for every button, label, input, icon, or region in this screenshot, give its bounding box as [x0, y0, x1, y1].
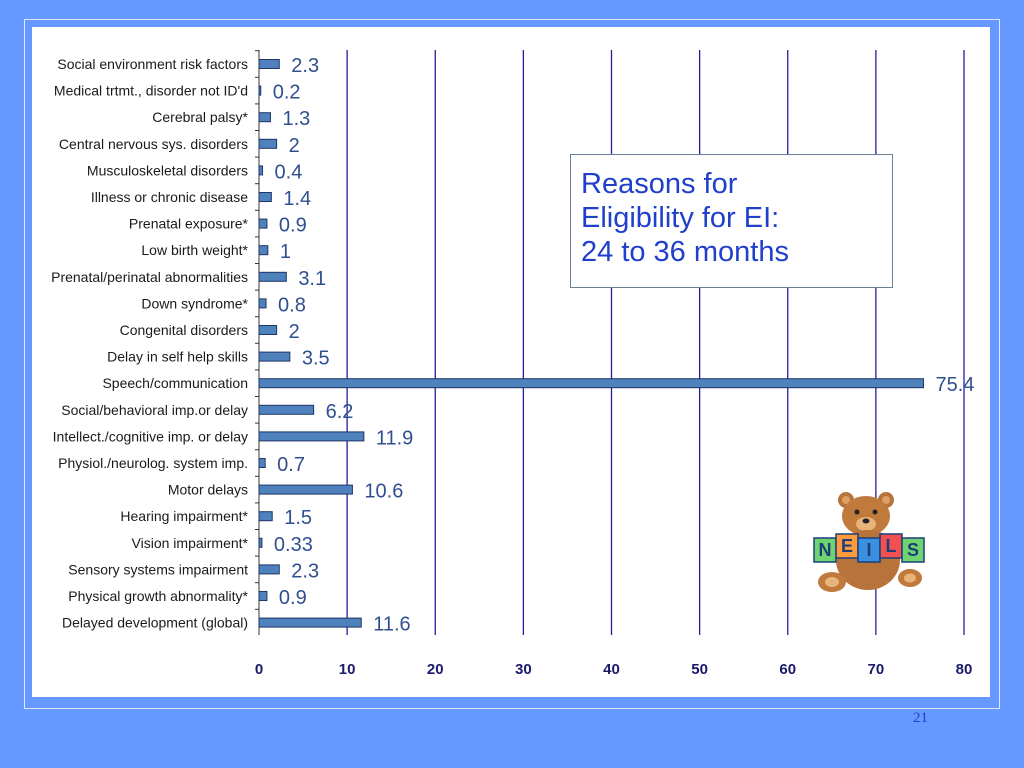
x-tick-label-80: 80 — [956, 661, 973, 678]
teddy-bear-logo-icon: N E I L S — [813, 492, 925, 592]
category-label-14: Social/behavioral imp.or delay — [61, 402, 248, 418]
svg-text:L: L — [886, 536, 897, 556]
bar-15 — [258, 431, 365, 442]
category-label-21: Physical growth abnormality* — [68, 588, 248, 604]
svg-text:S: S — [907, 540, 919, 560]
bar-21 — [258, 591, 268, 601]
bar-13 — [258, 378, 924, 389]
category-label-15: Intellect./cognitive imp. or delay — [53, 428, 248, 444]
bar-22 — [258, 617, 362, 628]
category-label-11: Congenital disorders — [120, 322, 248, 338]
neils-blocks-icon: N E I L S — [813, 533, 925, 563]
x-tick-label-10: 10 — [339, 661, 356, 678]
category-label-6: Illness or chronic disease — [91, 189, 248, 205]
bar-4 — [258, 138, 278, 149]
page-number: 21 — [913, 710, 928, 726]
category-label-17: Motor delays — [168, 482, 248, 498]
category-label-4: Central nervous sys. disorders — [59, 136, 248, 152]
value-label-11: 2 — [289, 321, 300, 343]
value-label-16: 0.7 — [277, 454, 305, 476]
x-tick-label-40: 40 — [603, 661, 620, 678]
category-label-16: Physiol./neurolog. system imp. — [58, 455, 248, 471]
bar-17 — [258, 484, 353, 495]
value-label-18: 1.5 — [284, 507, 312, 529]
svg-text:I: I — [866, 540, 871, 560]
category-label-7: Prenatal exposure* — [129, 216, 249, 232]
value-label-22: 11.6 — [373, 614, 410, 636]
x-tick-label-70: 70 — [868, 661, 885, 678]
value-label-9: 3.1 — [298, 268, 326, 290]
value-label-3: 1.3 — [282, 108, 310, 130]
category-label-2: Medical trtmt., disorder not ID'd — [54, 83, 248, 99]
category-label-18: Hearing impairment* — [120, 508, 248, 524]
bar-chart: Social environment risk factors 2.3 Medica… — [51, 50, 974, 678]
value-label-20: 2.3 — [291, 560, 319, 582]
x-tick-label-60: 60 — [779, 661, 796, 678]
bar-20 — [258, 564, 280, 575]
category-label-22: Delayed development (global) — [62, 615, 248, 631]
value-label-10: 0.8 — [278, 294, 306, 316]
value-label-14: 6.2 — [326, 401, 354, 423]
value-label-7: 0.9 — [279, 215, 307, 237]
category-label-13: Speech/communication — [102, 375, 248, 391]
bar-3 — [258, 112, 271, 123]
bar-11 — [258, 325, 278, 335]
bar-7 — [258, 218, 268, 229]
svg-text:N: N — [819, 540, 832, 560]
x-tick-label-30: 30 — [515, 661, 532, 678]
bar-1 — [258, 59, 280, 69]
value-label-5: 0.4 — [275, 161, 303, 183]
x-tick-label-50: 50 — [691, 661, 708, 678]
category-label-9: Prenatal/perinatal abnormalities — [51, 269, 248, 285]
bar-16 — [258, 458, 266, 468]
bar-10 — [258, 298, 267, 309]
category-label-1: Social environment risk factors — [57, 56, 248, 72]
bar-18 — [258, 511, 273, 522]
category-label-5: Musculoskeletal disorders — [87, 162, 248, 178]
chart-title-callout: Reasons for Eligibility for EI: 24 to 36… — [570, 154, 893, 288]
svg-text:E: E — [841, 536, 853, 556]
category-label-12: Delay in self help skills — [107, 349, 248, 365]
callout-line-1: Reasons for — [581, 168, 738, 200]
bar-9 — [258, 271, 287, 282]
slide-frame — [24, 19, 1000, 709]
bar-5 — [258, 165, 264, 176]
value-label-12: 3.5 — [302, 348, 330, 370]
value-label-2: 0.2 — [273, 82, 301, 104]
value-label-21: 0.9 — [279, 587, 307, 609]
value-label-15: 11.9 — [376, 427, 413, 449]
bar-14 — [258, 404, 315, 415]
category-label-3: Cerebral palsy* — [152, 109, 248, 125]
category-label-20: Sensory systems impairment — [68, 561, 248, 577]
value-label-4: 2 — [289, 135, 300, 157]
value-label-6: 1.4 — [283, 188, 311, 210]
value-label-8: 1 — [280, 241, 291, 263]
bar-19 — [258, 537, 263, 548]
callout-line-2: Eligibility for EI: — [581, 202, 780, 234]
value-label-1: 2.3 — [291, 55, 319, 77]
value-label-13: 75.4 — [935, 374, 974, 396]
x-tick-label-0: 0 — [255, 661, 263, 678]
bar-8 — [258, 245, 269, 256]
x-tick-label-20: 20 — [427, 661, 444, 678]
category-label-10: Down syndrome* — [141, 295, 248, 311]
value-label-17: 10.6 — [364, 481, 403, 503]
bar-6 — [258, 192, 272, 202]
value-label-19: 0.33 — [274, 534, 313, 556]
callout-line-3: 24 to 36 months — [581, 236, 789, 268]
bar-12 — [258, 351, 291, 362]
category-label-19: Vision impairment* — [132, 535, 249, 551]
category-label-8: Low birth weight* — [141, 242, 248, 258]
bar-2 — [258, 85, 262, 96]
